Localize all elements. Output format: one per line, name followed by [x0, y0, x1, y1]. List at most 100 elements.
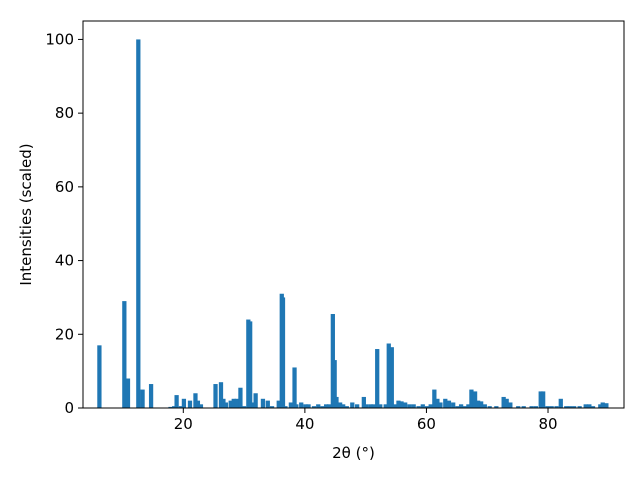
bar [122, 301, 127, 408]
bar [487, 406, 492, 408]
bar [228, 400, 233, 408]
bar [241, 406, 247, 408]
bar [411, 404, 416, 408]
bar [501, 396, 506, 408]
x-tick-label: 80 [538, 415, 557, 433]
bar [567, 406, 573, 408]
bar [466, 404, 471, 408]
bar-series [97, 39, 609, 409]
bar [324, 404, 329, 408]
bar [403, 402, 408, 408]
y-tick-label: 80 [55, 104, 74, 122]
bar [260, 398, 266, 408]
bar [327, 404, 332, 408]
bar [446, 400, 452, 408]
bar [355, 404, 360, 408]
bar [378, 404, 383, 408]
bar [462, 406, 467, 408]
bar [218, 382, 224, 408]
bar [386, 343, 391, 408]
y-tick-label: 20 [55, 325, 74, 343]
bar [193, 393, 198, 408]
bar [389, 347, 394, 408]
bar [148, 384, 154, 408]
bar [458, 404, 464, 408]
bar [482, 404, 487, 408]
bar [332, 360, 337, 408]
bar [306, 404, 311, 408]
bar [136, 39, 141, 409]
bar [438, 402, 443, 408]
bar [280, 297, 286, 408]
bar [368, 404, 373, 408]
bar [320, 406, 325, 408]
bar [583, 404, 588, 408]
bar [97, 345, 102, 408]
bar [292, 367, 297, 408]
bar [435, 398, 440, 408]
bar [251, 402, 256, 408]
bar [475, 400, 481, 408]
bar [558, 398, 563, 408]
bar [407, 404, 412, 408]
bar [248, 321, 253, 408]
bar [125, 378, 131, 408]
bar [529, 406, 534, 408]
bar [469, 389, 474, 408]
bar [420, 404, 425, 408]
bar [479, 401, 484, 408]
bar [494, 406, 499, 408]
bar [572, 406, 577, 408]
bar [231, 398, 236, 408]
bar [299, 402, 304, 408]
bar [221, 398, 226, 408]
bar [265, 400, 270, 408]
bar [294, 404, 299, 408]
bar [545, 406, 550, 408]
bar [604, 403, 609, 408]
bar [283, 406, 288, 408]
bar [375, 349, 380, 408]
bar [350, 402, 355, 408]
bar [424, 406, 430, 408]
y-tick-label: 60 [55, 178, 74, 196]
bar [590, 406, 596, 408]
bar [521, 406, 526, 408]
x-axis-ticks: 20 40 60 80 [174, 408, 558, 433]
y-tick-label: 100 [45, 30, 74, 48]
bar [416, 406, 421, 408]
bar [533, 406, 538, 408]
bar [140, 389, 145, 408]
bar [587, 404, 592, 408]
bar [564, 406, 569, 408]
bar [311, 406, 317, 408]
bar [508, 402, 513, 408]
bar [577, 406, 582, 408]
bar [238, 387, 243, 408]
bar [316, 404, 321, 408]
bar [399, 401, 404, 408]
bar [541, 391, 546, 408]
bar [554, 406, 559, 408]
bar [213, 384, 218, 408]
bar [600, 402, 605, 408]
bar [432, 389, 437, 408]
bar [455, 406, 460, 408]
bar [168, 406, 173, 408]
bar [269, 406, 275, 408]
bar [276, 400, 281, 408]
y-axis-ticks: 0 20 40 60 80 100 [45, 30, 83, 417]
bar [172, 406, 177, 408]
bar [428, 404, 433, 408]
bar [361, 396, 366, 408]
bar [472, 391, 478, 408]
bar [364, 404, 369, 408]
bar [451, 402, 456, 408]
x-axis-label: 2θ (°) [332, 444, 375, 462]
bar [253, 393, 258, 408]
bar [383, 404, 388, 408]
y-axis-label: Intensities (scaled) [17, 143, 35, 285]
bar [538, 391, 543, 408]
bar [598, 404, 603, 408]
